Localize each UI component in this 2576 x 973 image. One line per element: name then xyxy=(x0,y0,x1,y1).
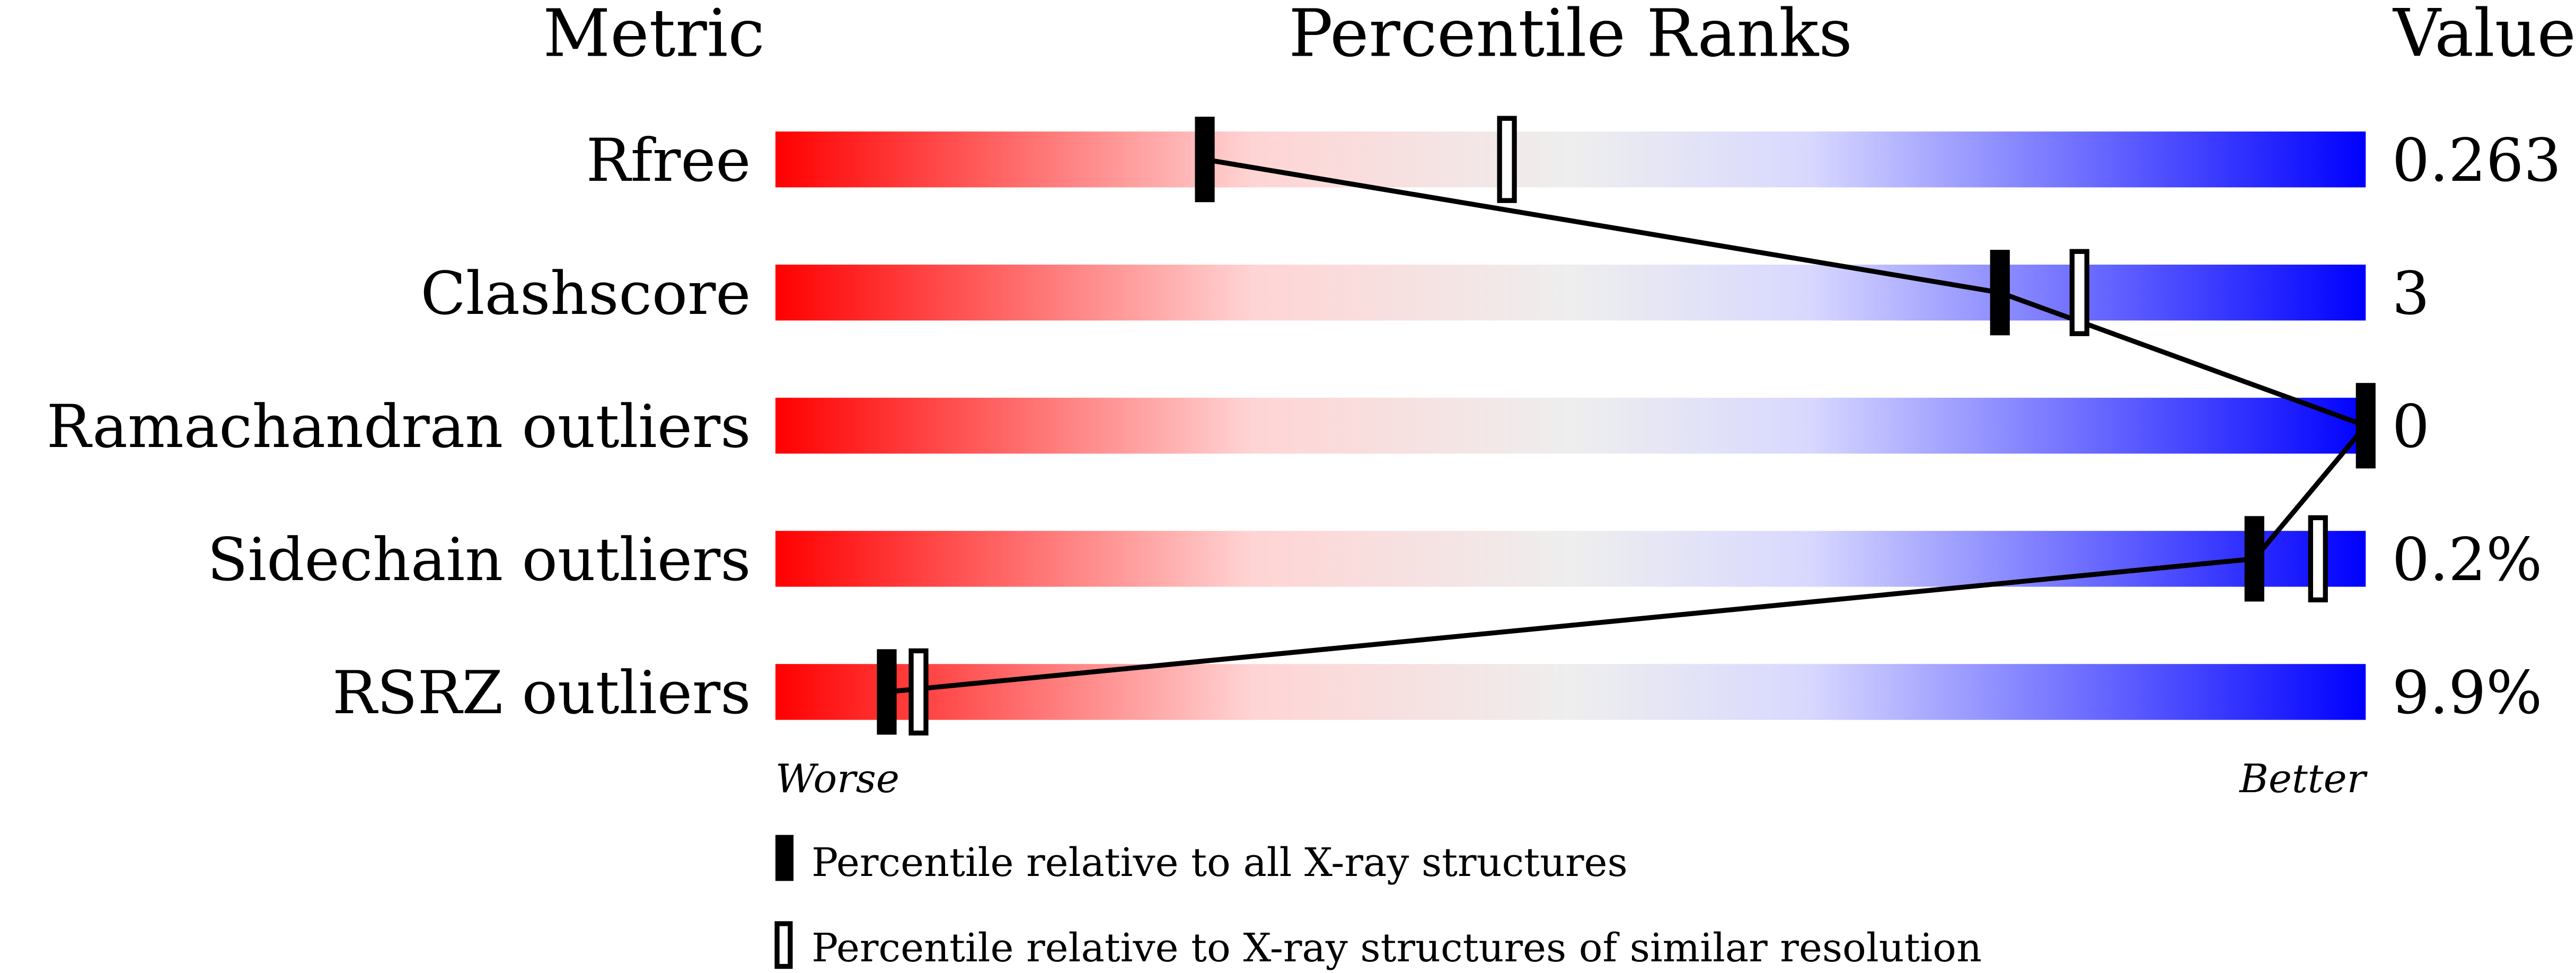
metric-value: 0 xyxy=(2392,392,2430,461)
marker-all-structures xyxy=(2356,383,2376,469)
axis-better-label: Better xyxy=(2238,756,2368,802)
marker-similar-resolution xyxy=(2308,515,2328,603)
metric-label: Clashscore xyxy=(420,259,751,328)
metric-value: 0.263 xyxy=(2392,126,2561,195)
legend-open-marker-icon xyxy=(774,921,793,969)
marker-all-structures xyxy=(1195,117,1215,203)
header-value: Value xyxy=(2392,0,2576,72)
percentile-bar xyxy=(775,132,2366,188)
header-percentile-ranks: Percentile Ranks xyxy=(1289,0,1852,72)
marker-similar-resolution xyxy=(2069,249,2089,336)
metric-label: Ramachandran outliers xyxy=(47,392,751,461)
metric-label: Sidechain outliers xyxy=(207,525,751,594)
marker-all-structures xyxy=(1990,250,2010,336)
percentile-bar xyxy=(775,398,2366,454)
legend-similar: Percentile relative to X-ray structures … xyxy=(811,925,1982,971)
header-metric: Metric xyxy=(543,0,764,72)
legend-all: Percentile relative to all X-ray structu… xyxy=(811,839,1628,886)
percentile-bar xyxy=(775,265,2366,321)
metric-label: Rfree xyxy=(586,126,751,195)
percentile-bar xyxy=(775,531,2366,587)
marker-similar-resolution xyxy=(908,648,929,736)
metric-value: 9.9% xyxy=(2392,659,2542,727)
metric-value: 3 xyxy=(2392,259,2430,328)
metric-label: RSRZ outliers xyxy=(332,659,751,727)
percentile-bar xyxy=(775,664,2366,720)
legend-filled-marker-icon xyxy=(775,835,794,881)
marker-similar-resolution xyxy=(1497,116,1517,203)
metric-value: 0.2% xyxy=(2392,525,2542,594)
marker-all-structures xyxy=(2244,516,2264,602)
marker-all-structures xyxy=(877,649,897,735)
axis-worse-label: Worse xyxy=(775,756,899,802)
